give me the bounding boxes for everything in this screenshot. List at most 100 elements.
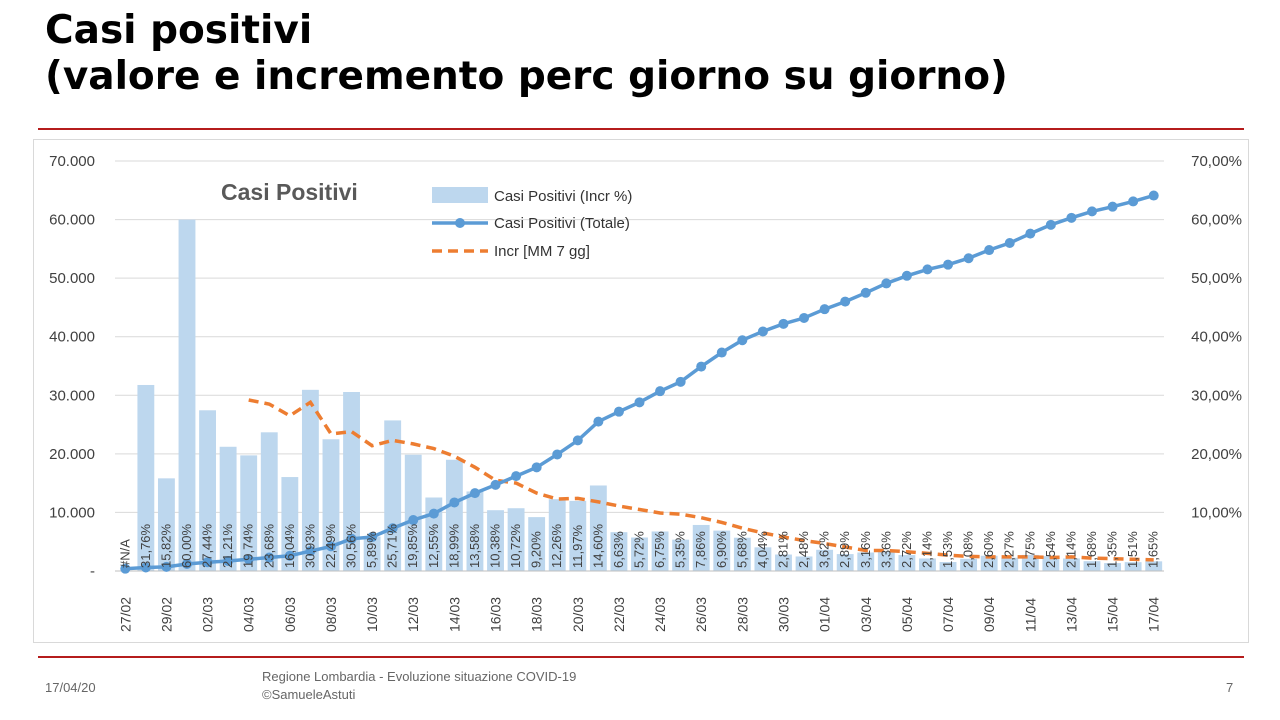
- line-point: [1066, 212, 1077, 223]
- bar-data-label: 7,86%: [693, 531, 708, 568]
- x-tick-label: 01/04: [817, 597, 833, 632]
- x-tick-label: 26/03: [693, 597, 709, 632]
- bar-data-label: 2,14%: [1063, 531, 1078, 568]
- line-point: [613, 406, 624, 417]
- series-line-incr-mm7: [248, 398, 1154, 562]
- bar: [692, 524, 710, 571]
- line-point: [840, 296, 851, 307]
- legend-swatch-marker: [455, 218, 465, 228]
- y-left-tick-label: 40.000: [49, 329, 95, 346]
- line-point: [757, 326, 768, 337]
- bar-data-label: 31,76%: [138, 523, 153, 568]
- line-point: [325, 541, 336, 552]
- line-point: [387, 523, 398, 534]
- bar-data-label: 1,51%: [1125, 531, 1140, 568]
- line-point: [881, 278, 892, 289]
- line-point: [408, 515, 419, 526]
- footer-source: Regione Lombardia - Evoluzione situazion…: [262, 668, 576, 704]
- bar: [980, 555, 998, 571]
- y-left-tick-label: 20.000: [49, 446, 95, 463]
- y-right-tick-label: 40,00%: [1191, 329, 1242, 346]
- line-point: [449, 497, 460, 508]
- bar: [939, 562, 957, 571]
- y-right-tick-label: 60,00%: [1191, 212, 1242, 229]
- bar-data-label: 3,36%: [878, 531, 893, 568]
- slide-title: Casi positivi (valore e incremento perc …: [45, 8, 1008, 100]
- line-point: [572, 435, 583, 446]
- bar: [445, 459, 463, 571]
- bar-data-label: 13,58%: [467, 523, 482, 568]
- line-point: [264, 552, 275, 563]
- bar-data-label: 15,82%: [158, 523, 173, 568]
- bar: [569, 500, 587, 571]
- x-tick-label: 05/04: [899, 597, 915, 632]
- legend-label: Casi Positivi (Incr %): [494, 188, 632, 205]
- bar-data-label: 2,81%: [775, 531, 790, 568]
- bar: [960, 558, 978, 571]
- bar: [610, 532, 628, 571]
- x-tick-label: 16/03: [488, 597, 504, 632]
- bar-data-label: 5,68%: [734, 531, 749, 568]
- top-rule: [38, 128, 1244, 130]
- bar-data-label: 10,38%: [488, 523, 503, 568]
- bar: [1021, 554, 1039, 571]
- line-point: [1004, 238, 1015, 248]
- y-left-tick-label: 70.000: [49, 153, 95, 170]
- bar-data-label: 9,20%: [529, 531, 544, 568]
- bar: [1063, 558, 1080, 571]
- x-tick-label: 11/04: [1022, 598, 1038, 632]
- line-point: [696, 361, 707, 372]
- chart-title: Casi Positivi: [221, 179, 358, 205]
- bar: [836, 554, 854, 571]
- y-left-tick-label: -: [90, 563, 95, 580]
- bar-data-label: 23,68%: [261, 523, 276, 568]
- bar: [1042, 556, 1060, 571]
- line-point: [490, 479, 501, 490]
- bar-data-label: 2,14%: [919, 531, 934, 568]
- legend-swatch-bars: [432, 187, 488, 203]
- line-point: [1025, 228, 1036, 239]
- bar: [240, 455, 258, 571]
- x-tick-label: 13/04: [1063, 597, 1079, 632]
- bar: [1145, 561, 1163, 571]
- y-right-tick-label: 30,00%: [1191, 387, 1242, 404]
- bar-data-label: 1,65%: [1146, 531, 1161, 568]
- bar: [754, 547, 772, 571]
- bar: [301, 389, 319, 571]
- x-tick-label: 24/03: [652, 597, 668, 632]
- bar: [877, 551, 895, 571]
- bar-data-label: 27,44%: [200, 523, 215, 568]
- line-point: [1087, 206, 1098, 217]
- y-right-tick-label: 10,00%: [1191, 504, 1242, 521]
- bar: [672, 539, 690, 571]
- line-point: [428, 508, 439, 519]
- y-right-tick-label: 20,00%: [1191, 446, 1242, 463]
- bar-data-label: 4,04%: [755, 531, 770, 568]
- legend-label: Incr [MM 7 gg]: [494, 243, 590, 260]
- bar: [1104, 563, 1122, 571]
- bar-data-label: 21,21%: [220, 523, 235, 568]
- line-point: [367, 532, 378, 543]
- bar-data-label: 3,62%: [817, 531, 832, 568]
- bar: [178, 219, 196, 572]
- bar-data-label: 1,68%: [1084, 531, 1099, 568]
- bar-data-label: 1,53%: [940, 531, 955, 568]
- bar: [322, 439, 340, 571]
- footer-source-line1: Regione Lombardia - Evoluzione situazion…: [262, 669, 577, 684]
- bar-data-label: 2,48%: [796, 531, 811, 568]
- line-point: [1128, 196, 1139, 207]
- bar: [363, 536, 381, 571]
- bar-data-label: 2,54%: [1043, 531, 1058, 568]
- bar: [1124, 562, 1142, 571]
- bar-data-label: 3,16%: [858, 531, 873, 568]
- bar-data-label: 11,97%: [570, 524, 585, 568]
- bottom-rule: [38, 656, 1244, 658]
- line-point: [284, 550, 295, 561]
- x-tick-label: 18/03: [529, 597, 545, 632]
- bar: [343, 392, 360, 571]
- line-point: [634, 397, 645, 408]
- bar-data-label: 2,08%: [961, 531, 976, 568]
- line-point: [799, 312, 810, 323]
- chart-frame: [33, 139, 1249, 643]
- x-tick-label: 08/03: [323, 597, 339, 632]
